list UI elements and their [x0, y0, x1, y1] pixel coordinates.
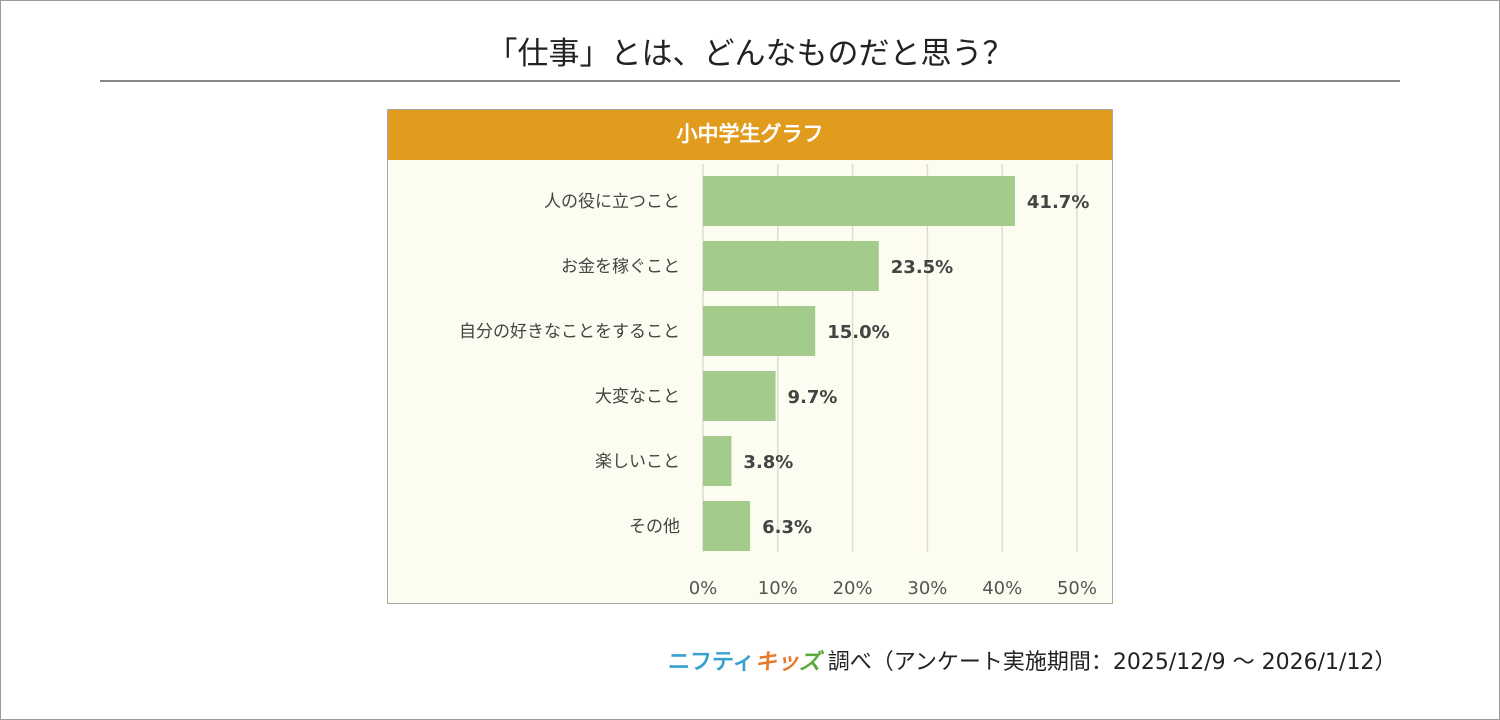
- logo-kids-z: ズ: [798, 650, 821, 675]
- data-label: 41.7%: [1027, 192, 1089, 213]
- x-tick-label: 20%: [833, 578, 873, 599]
- category-label: 自分の好きなことをすること: [459, 322, 680, 342]
- bar: [703, 241, 879, 291]
- category-label: 人の役に立つこと: [544, 192, 680, 212]
- data-label: 3.8%: [743, 452, 793, 473]
- logo-nifty: ニフティ: [668, 650, 755, 675]
- bar: [703, 501, 751, 551]
- page-title: 「仕事」とは、どんなものだと思う？: [486, 36, 1014, 72]
- source-text: 調べ（アンケート実施期間：2025/12/9 ～ 2026/1/12）: [827, 650, 1397, 675]
- x-tick-label: 0%: [689, 578, 718, 599]
- title-divider: [100, 80, 1400, 82]
- source-footer: ニフティキッズ 調べ（アンケート実施期間：2025/12/9 ～ 2026/1/…: [668, 644, 1396, 676]
- category-label: 大変なこと: [595, 387, 680, 407]
- x-tick-label: 10%: [758, 578, 798, 599]
- x-tick-label: 40%: [982, 578, 1022, 599]
- bar: [703, 371, 776, 421]
- bar: [703, 436, 732, 486]
- x-tick-label: 50%: [1057, 578, 1097, 599]
- logo-kids-text: キッ: [754, 650, 799, 675]
- data-label: 6.3%: [762, 517, 812, 538]
- bar: [703, 176, 1015, 226]
- chart-panel: 小中学生グラフ 0% 10% 20% 30% 40% 50% 人の役に立つこと 41.7% お金…: [387, 109, 1113, 604]
- chart-title: 小中学生グラフ: [388, 110, 1112, 160]
- x-tick-label: 30%: [907, 578, 947, 599]
- data-label: 23.5%: [891, 257, 953, 278]
- data-label: 15.0%: [827, 322, 889, 343]
- category-label: その他: [629, 517, 680, 537]
- bar: [703, 306, 816, 356]
- logo-kids: キッズ: [755, 650, 821, 675]
- bar-chart: 0% 10% 20% 30% 40% 50% 人の役に立つこと 41.7% お金を稼ぐこと 23.…: [459, 164, 1097, 599]
- category-label: お金を稼ぐこと: [561, 257, 680, 277]
- category-label: 楽しいこと: [595, 452, 680, 472]
- data-label: 9.7%: [788, 387, 838, 408]
